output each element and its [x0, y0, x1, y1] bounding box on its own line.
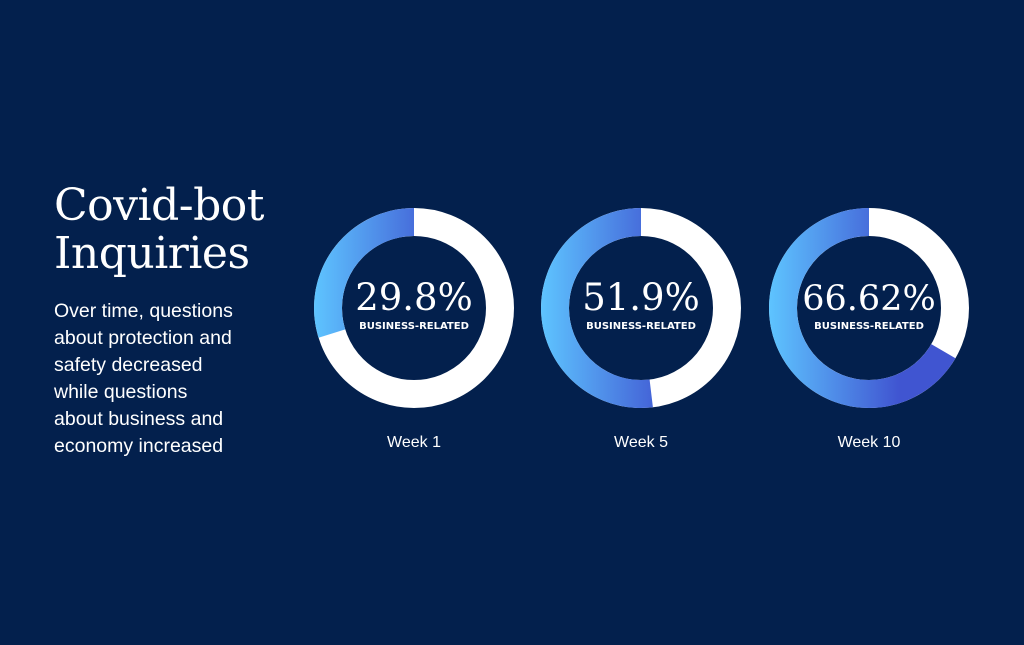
description-line: economy increased — [54, 435, 224, 457]
description-line: about business and — [54, 408, 224, 430]
donut-category-label: Week 1 — [387, 434, 441, 451]
title-line-1: Covid-bot — [54, 180, 264, 231]
chart-title: Covid-bot Inquiries — [54, 182, 304, 278]
donut-week-2: 51.9% BUSINESS-RELATED Week 5 — [541, 208, 741, 451]
description-line: safety decreased — [54, 354, 203, 376]
title-line-2: Inquiries — [54, 228, 250, 279]
donut-value-arc — [541, 208, 653, 408]
donut-value-label: 29.8% — [355, 276, 473, 319]
description-line: Over time, questions — [54, 300, 233, 322]
chart-description: Over time, questions about protection an… — [54, 298, 284, 460]
donut-week-1: 29.8% BUSINESS-RELATED Week 1 — [314, 208, 514, 451]
description-line: while questions — [54, 381, 188, 403]
donut-category-label: Week 5 — [614, 434, 668, 451]
donut-week-3: 66.62% BUSINESS-RELATED Week 10 — [769, 208, 969, 451]
donut-sublabel: BUSINESS-RELATED — [586, 321, 696, 332]
description-line: about protection and — [54, 327, 232, 349]
donut-value-label: 66.62% — [802, 279, 935, 319]
donut-value-label: 51.9% — [582, 276, 700, 319]
donut-sublabel: BUSINESS-RELATED — [814, 321, 924, 332]
donut-sublabel: BUSINESS-RELATED — [359, 321, 469, 332]
donut-category-label: Week 10 — [838, 434, 901, 451]
donut-value-arc — [769, 208, 956, 408]
donut-value-arc — [314, 208, 415, 338]
